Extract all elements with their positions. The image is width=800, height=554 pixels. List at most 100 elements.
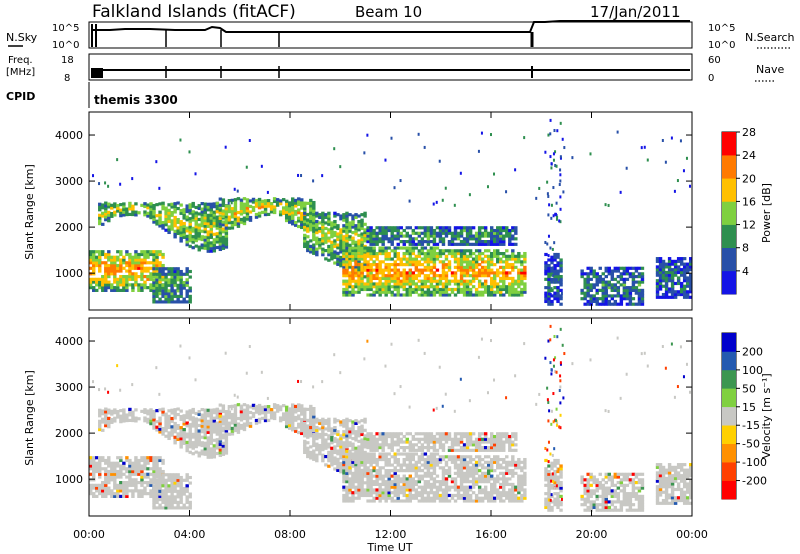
- velocity-cell: [423, 452, 428, 456]
- power-cell: [128, 283, 132, 287]
- power-cell: [191, 240, 195, 244]
- power-cell: [658, 295, 663, 299]
- velocity-cell: [360, 474, 364, 478]
- power-cell: [318, 243, 322, 247]
- power-cell: [128, 252, 132, 257]
- velocity-cell: [218, 412, 223, 416]
- velocity-cell: [402, 434, 406, 439]
- velocity-cell: [375, 471, 379, 475]
- velocity-cell: [170, 478, 174, 482]
- colorbar-tick-label: 20: [742, 172, 756, 185]
- velocity-cell: [224, 440, 229, 444]
- velocity-cell: [348, 485, 352, 489]
- power-cell: [309, 198, 313, 202]
- velocity-cell: [453, 482, 458, 487]
- power-cell: [553, 294, 557, 298]
- power-cell: [468, 226, 473, 230]
- velocity-cell: [206, 439, 210, 443]
- velocity-cell: [402, 499, 406, 503]
- power-cell: [119, 182, 122, 186]
- velocity-cell: [176, 407, 180, 411]
- velocity-cell: [336, 468, 340, 472]
- velocity-cell: [450, 443, 455, 447]
- power-cell: [405, 282, 409, 286]
- power-cell: [363, 265, 367, 269]
- velocity-cell: [167, 473, 171, 477]
- velocity-cell: [152, 421, 156, 425]
- power-cell: [312, 215, 316, 219]
- power-cell: [426, 260, 431, 264]
- power-cell: [155, 219, 159, 223]
- velocity-cell: [393, 392, 396, 396]
- power-cell: [330, 221, 334, 225]
- power-cell: [95, 263, 99, 268]
- power-cell: [456, 237, 461, 241]
- power-cell: [547, 297, 551, 301]
- power-cell: [366, 240, 370, 244]
- power-cell: [155, 261, 159, 265]
- power-cell: [595, 302, 599, 306]
- power-cell: [348, 235, 352, 239]
- power-cell: [354, 240, 358, 244]
- velocity-cell: [218, 420, 223, 424]
- velocity-cell: [188, 436, 192, 441]
- velocity-cell: [312, 421, 316, 425]
- velocity-cell: [248, 344, 251, 348]
- velocity-cell: [414, 488, 419, 492]
- power-cell: [655, 265, 660, 269]
- velocity-cell: [104, 492, 108, 496]
- power-cell: [604, 299, 608, 304]
- power-cell: [363, 260, 367, 264]
- velocity-cell: [447, 437, 452, 441]
- power-cell: [625, 269, 630, 273]
- power-cell: [354, 285, 358, 289]
- power-cell: [499, 251, 503, 256]
- velocity-cell: [110, 489, 114, 493]
- power-cell: [164, 272, 168, 276]
- power-cell: [342, 240, 346, 244]
- velocity-cell: [357, 480, 361, 484]
- power-cell: [131, 210, 135, 214]
- power-cell: [101, 261, 105, 265]
- power-cell: [517, 290, 521, 294]
- power-cell: [263, 204, 268, 208]
- velocity-cell: [218, 445, 223, 449]
- power-cell: [450, 231, 455, 235]
- velocity-cell: [432, 443, 437, 447]
- power-cell: [333, 147, 336, 151]
- velocity-cell: [152, 426, 156, 430]
- velocity-cell: [221, 450, 226, 454]
- velocity-cell: [101, 483, 105, 487]
- power-cell: [477, 237, 482, 241]
- velocity-cell: [155, 492, 159, 496]
- power-cell: [339, 233, 343, 237]
- power-cell: [417, 242, 422, 246]
- velocity-cell: [161, 498, 165, 502]
- power-cell: [272, 199, 277, 204]
- velocity-cell: [384, 496, 388, 500]
- power-cell: [345, 233, 349, 237]
- velocity-cell: [209, 414, 214, 418]
- power-cell: [348, 237, 352, 242]
- velocity-cell: [441, 448, 446, 452]
- power-cell: [453, 228, 458, 233]
- power-cell: [688, 184, 691, 188]
- power-cell: [176, 272, 180, 276]
- power-cell: [390, 268, 394, 272]
- velocity-cell: [230, 404, 235, 408]
- velocity-cell: [360, 419, 364, 423]
- power-cell: [396, 228, 400, 233]
- power-cell: [456, 251, 461, 256]
- power-cell: [230, 207, 235, 211]
- velocity-cell: [266, 407, 271, 411]
- velocity-data-field: [89, 324, 693, 512]
- power-cell: [502, 268, 506, 272]
- velocity-cell: [429, 463, 434, 467]
- velocity-cell: [113, 492, 117, 496]
- power-cell: [423, 254, 428, 258]
- velocity-cell: [128, 467, 132, 471]
- velocity-cell: [405, 482, 409, 487]
- velocity-cell: [345, 491, 349, 495]
- power-cell: [444, 234, 449, 238]
- velocity-cell: [236, 425, 241, 429]
